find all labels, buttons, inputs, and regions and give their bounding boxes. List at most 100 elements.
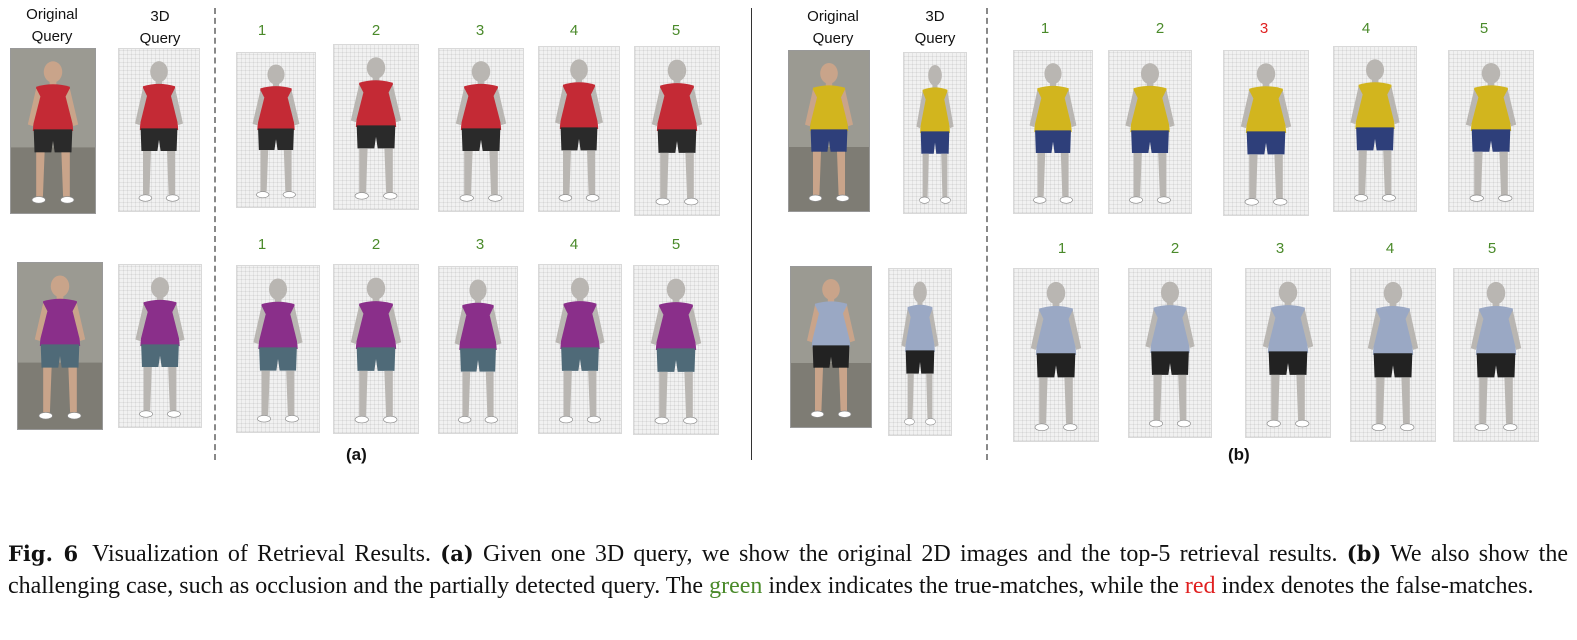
3d-query-image: [888, 268, 952, 436]
caption-a-label: (a): [440, 541, 474, 566]
pedestrian-photo-icon: [11, 49, 95, 213]
rank-label: 4: [569, 236, 579, 253]
figure: Original Query 3D Query Original Query 3…: [10, 6, 1539, 464]
pedestrian-3d-mesh-icon: [1030, 281, 1082, 432]
retrieval-result-5: [1448, 50, 1534, 212]
caption-a-text: Given one 3D query, we show the original…: [483, 541, 1338, 567]
original-query-image: [788, 50, 870, 212]
retrieval-result-4: [538, 264, 622, 434]
pedestrian-3d-mesh-icon: [916, 65, 954, 204]
caption-mid-text: index indicates the true-matches, while …: [768, 573, 1179, 599]
rank-label: 5: [671, 236, 681, 253]
pedestrian-3d-mesh-icon: [135, 277, 185, 418]
pedestrian-3d-mesh-icon: [901, 281, 939, 426]
retrieval-result-5: [634, 46, 720, 216]
retrieval-result-1: [1013, 50, 1093, 214]
separator-dashed-a: [214, 8, 216, 460]
retrieval-result-3: [1245, 268, 1331, 438]
rank-label: 2: [371, 236, 381, 253]
rank-label: 3: [475, 22, 485, 39]
original-query-image: [10, 48, 96, 214]
rank-label: 1: [257, 22, 267, 39]
header-line: Query: [914, 30, 956, 47]
3d-query-image: [903, 52, 967, 214]
separator-dashed-b: [986, 8, 988, 460]
separator-solid-middle: [751, 8, 752, 460]
retrieval-result-4: [1350, 268, 1436, 442]
pedestrian-3d-mesh-icon: [1240, 63, 1292, 206]
rank-label: 3: [475, 236, 485, 253]
original-query-image: [790, 266, 872, 428]
rank-label: 4: [569, 22, 579, 39]
retrieval-result-4: [538, 46, 620, 212]
pedestrian-photo-icon: [791, 267, 871, 427]
header-line: Query: [139, 30, 181, 47]
caption-b-label: (b): [1346, 541, 1382, 566]
header-line: Original: [26, 6, 78, 23]
retrieval-result-5: [1453, 268, 1539, 442]
rank-label: 2: [371, 22, 381, 39]
rank-label: 1: [257, 236, 267, 253]
figure-number: Fig. 6: [8, 541, 79, 566]
pedestrian-3d-mesh-icon: [1470, 281, 1522, 432]
retrieval-result-2: [1108, 50, 1192, 214]
pedestrian-photo-icon: [789, 51, 869, 211]
pedestrian-3d-mesh-icon: [1465, 63, 1517, 202]
retrieval-result-3: [438, 48, 524, 212]
rank-label: 1: [1057, 240, 1067, 257]
rank-label: 2: [1155, 20, 1165, 37]
pedestrian-photo-icon: [18, 263, 102, 429]
pedestrian-3d-mesh-icon: [253, 278, 303, 423]
panel-tag-b: (b): [1228, 445, 1250, 464]
pedestrian-3d-mesh-icon: [555, 277, 605, 424]
header-line: Query: [812, 30, 854, 47]
retrieval-result-2: [1128, 268, 1212, 438]
pedestrian-3d-mesh-icon: [135, 61, 183, 202]
pedestrian-3d-mesh-icon: [555, 59, 603, 202]
pedestrian-3d-mesh-icon: [1262, 281, 1314, 428]
panel-tag-a: (a): [346, 445, 367, 464]
pedestrian-3d-mesh-icon: [455, 61, 507, 202]
header-3d-query-b: 3D Query: [893, 6, 977, 50]
retrieval-result-1: [1013, 268, 1099, 442]
retrieval-result-3: [1223, 50, 1309, 216]
rank-label: 5: [671, 22, 681, 39]
caption-b-text: We also show the challenging case, such …: [8, 541, 1568, 599]
pedestrian-3d-mesh-icon: [1145, 281, 1195, 428]
figure-caption: Fig. 6 Visualization of Retrieval Results…: [8, 538, 1568, 602]
pedestrian-3d-mesh-icon: [651, 59, 703, 206]
retrieval-result-3: [438, 266, 518, 434]
retrieval-result-2: [333, 264, 419, 434]
header-original-query-b: Original Query: [790, 6, 876, 50]
caption-end-text: index denotes the false-matches.: [1221, 573, 1534, 599]
pedestrian-3d-mesh-icon: [350, 277, 402, 424]
rank-label: 2: [1170, 240, 1180, 257]
retrieval-result-1: [236, 52, 316, 208]
header-line: 3D: [150, 8, 170, 25]
retrieval-result-4: [1333, 46, 1417, 212]
pedestrian-3d-mesh-icon: [1029, 63, 1077, 204]
rank-label: 3: [1259, 20, 1269, 37]
caption-title: Visualization of Retrieval Results.: [92, 541, 431, 567]
original-query-image: [17, 262, 103, 430]
pedestrian-3d-mesh-icon: [1125, 63, 1175, 204]
pedestrian-3d-mesh-icon: [454, 279, 502, 424]
rank-label: 5: [1487, 240, 1497, 257]
rank-label: 4: [1361, 20, 1371, 37]
header-line: Original: [807, 8, 859, 25]
pedestrian-3d-mesh-icon: [1350, 59, 1400, 202]
rank-label: 5: [1479, 20, 1489, 37]
rank-label: 3: [1275, 240, 1285, 257]
pedestrian-3d-mesh-icon: [252, 64, 300, 199]
pedestrian-3d-mesh-icon: [650, 278, 702, 425]
header-line: 3D: [925, 8, 945, 25]
header-line: Query: [31, 28, 73, 45]
caption-green-word: green: [709, 573, 763, 599]
pedestrian-3d-mesh-icon: [350, 57, 402, 200]
pedestrian-3d-mesh-icon: [1367, 281, 1419, 432]
retrieval-result-2: [333, 44, 419, 210]
3d-query-image: [118, 48, 200, 212]
header-3d-query-a: 3D Query: [118, 6, 202, 50]
rank-label: 1: [1040, 20, 1050, 37]
caption-red-word: red: [1184, 573, 1216, 599]
